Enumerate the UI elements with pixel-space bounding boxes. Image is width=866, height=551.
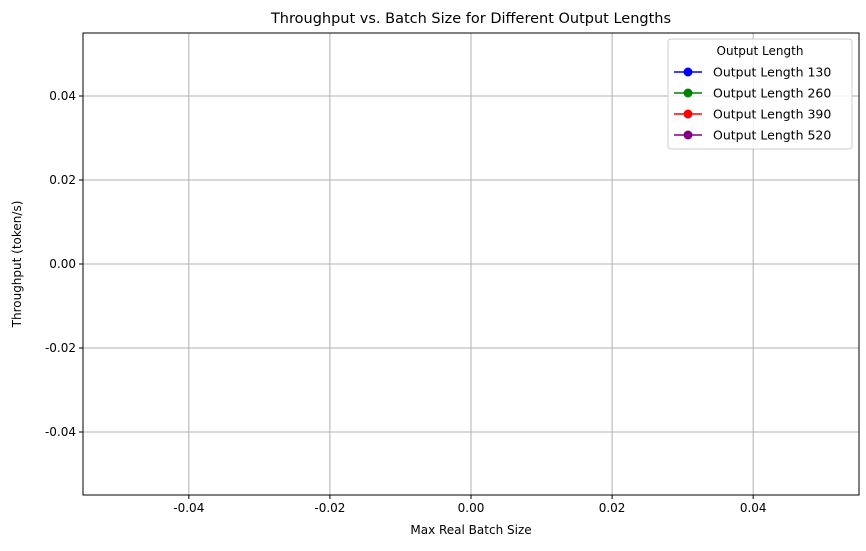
x-tick-label: 0.00 — [458, 501, 485, 515]
y-tick-label: 0.00 — [49, 257, 76, 271]
y-axis-ticks: -0.04 -0.02 0.00 0.02 0.04 — [45, 89, 83, 439]
legend-entry: Output Length 520 — [674, 128, 831, 143]
legend-label: Output Length 390 — [713, 107, 831, 122]
x-tick-label: -0.02 — [314, 501, 345, 515]
legend-entries: Output Length 130 Output Length 260 Output… — [674, 65, 831, 143]
legend-marker — [683, 67, 693, 77]
y-tick-label: 0.04 — [49, 89, 76, 103]
legend-label: Output Length 130 — [713, 65, 831, 80]
legend-label: Output Length 520 — [713, 128, 831, 143]
legend-marker — [683, 88, 693, 98]
y-tick-label: 0.02 — [49, 173, 76, 187]
x-tick-label: 0.02 — [599, 501, 626, 515]
legend-entry: Output Length 130 — [674, 65, 831, 80]
x-tick-label: -0.04 — [173, 501, 204, 515]
legend-marker — [683, 130, 693, 140]
legend-title: Output Length — [717, 44, 804, 58]
legend-entry: Output Length 390 — [674, 107, 831, 122]
legend-box — [667, 38, 853, 150]
x-axis-ticks: -0.04 -0.02 0.00 0.02 0.04 — [173, 495, 767, 515]
y-axis-label: Throughput (token/s) — [10, 201, 24, 329]
legend-marker — [683, 109, 693, 119]
legend-entry: Output Length 260 — [674, 86, 831, 101]
legend-label: Output Length 260 — [713, 86, 831, 101]
chart-title: Throughput vs. Batch Size for Different … — [270, 11, 671, 27]
y-tick-label: -0.04 — [45, 425, 76, 439]
x-axis-label: Max Real Batch Size — [410, 523, 531, 537]
x-tick-label: 0.04 — [740, 501, 767, 515]
y-tick-label: -0.02 — [45, 341, 76, 355]
